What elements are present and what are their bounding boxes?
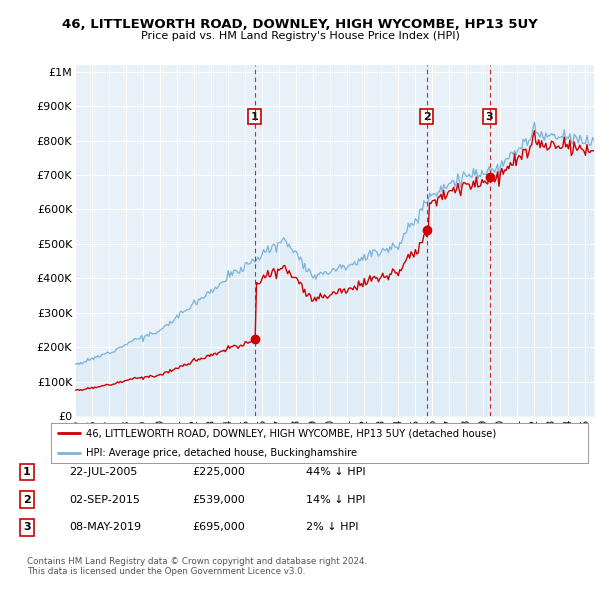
Text: £539,000: £539,000 [192, 495, 245, 504]
Text: 2: 2 [423, 112, 431, 122]
Text: 46, LITTLEWORTH ROAD, DOWNLEY, HIGH WYCOMBE, HP13 5UY (detached house): 46, LITTLEWORTH ROAD, DOWNLEY, HIGH WYCO… [86, 428, 496, 438]
Text: 44% ↓ HPI: 44% ↓ HPI [306, 467, 365, 477]
Text: 2: 2 [23, 495, 31, 504]
Text: 46, LITTLEWORTH ROAD, DOWNLEY, HIGH WYCOMBE, HP13 5UY: 46, LITTLEWORTH ROAD, DOWNLEY, HIGH WYCO… [62, 18, 538, 31]
Text: 1: 1 [23, 467, 31, 477]
Text: Contains HM Land Registry data © Crown copyright and database right 2024.
This d: Contains HM Land Registry data © Crown c… [27, 557, 367, 576]
Text: 22-JUL-2005: 22-JUL-2005 [69, 467, 137, 477]
Text: 1: 1 [251, 112, 259, 122]
Text: 3: 3 [486, 112, 493, 122]
Text: 2% ↓ HPI: 2% ↓ HPI [306, 523, 359, 532]
Text: 08-MAY-2019: 08-MAY-2019 [69, 523, 141, 532]
Text: 14% ↓ HPI: 14% ↓ HPI [306, 495, 365, 504]
Text: £695,000: £695,000 [192, 523, 245, 532]
Text: £225,000: £225,000 [192, 467, 245, 477]
Text: Price paid vs. HM Land Registry's House Price Index (HPI): Price paid vs. HM Land Registry's House … [140, 31, 460, 41]
Text: 02-SEP-2015: 02-SEP-2015 [69, 495, 140, 504]
Text: HPI: Average price, detached house, Buckinghamshire: HPI: Average price, detached house, Buck… [86, 448, 357, 458]
Text: 3: 3 [23, 523, 31, 532]
